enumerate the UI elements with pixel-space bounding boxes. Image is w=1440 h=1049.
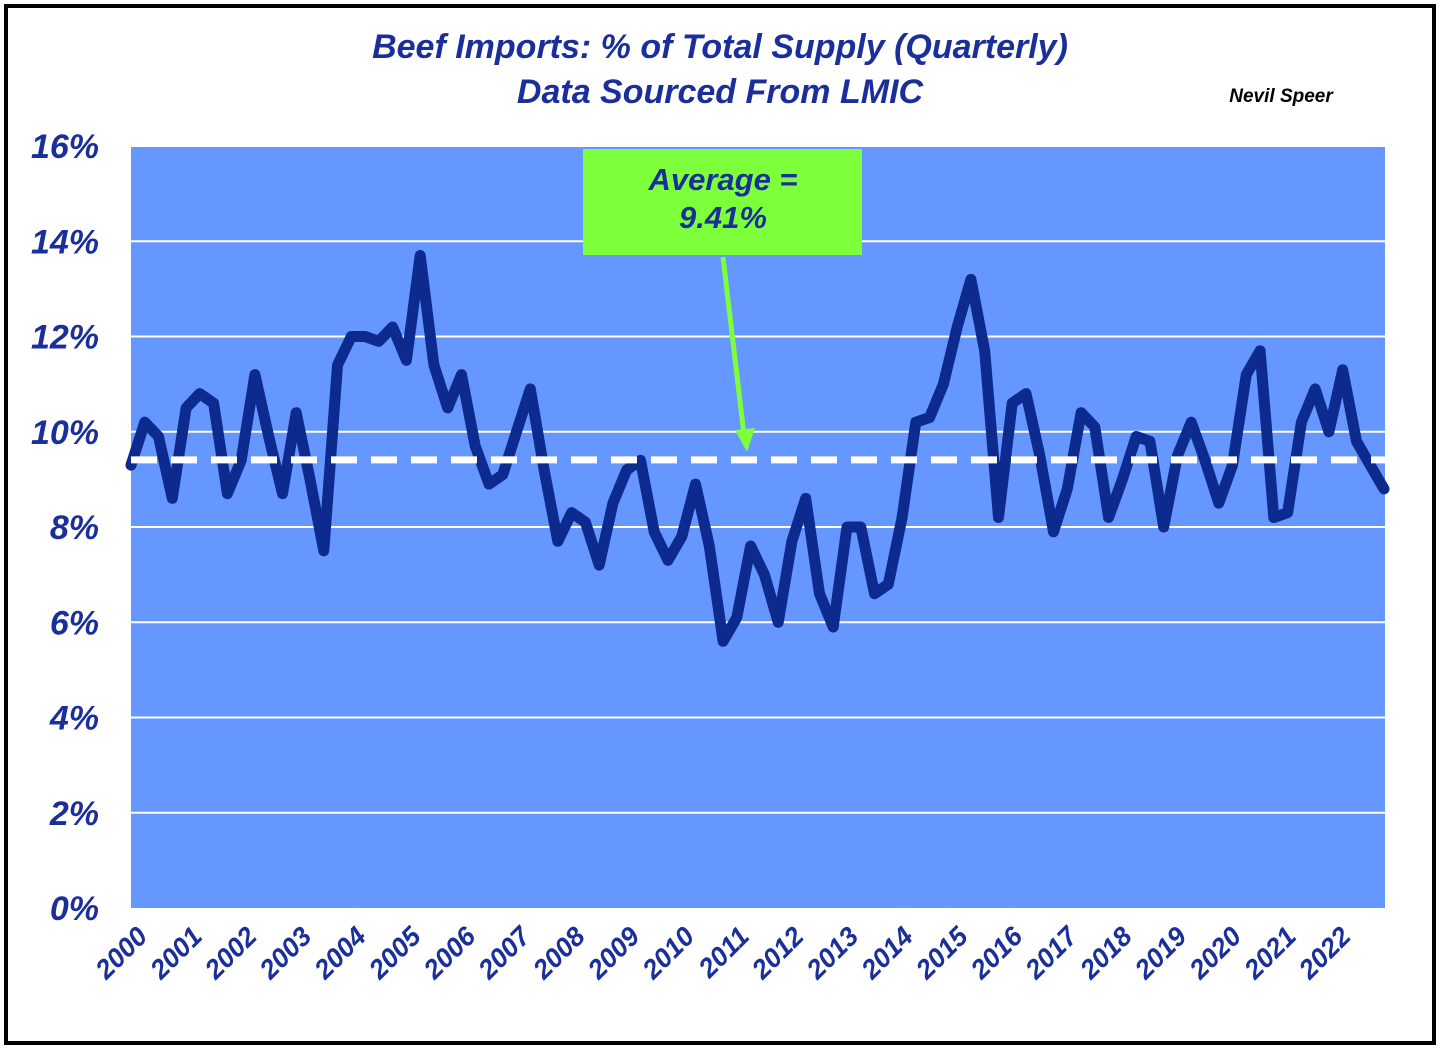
y-axis-ticks: 0% 2% 4% 6% 8% 10% 12% 14% 16% [31, 128, 99, 928]
y-tick-label: 8% [50, 509, 99, 547]
x-tick-label: 2002 [198, 921, 262, 985]
y-tick-label: 16% [31, 128, 99, 166]
x-tick-label: 2019 [1128, 921, 1192, 985]
chart-credit: Nevil Speer [1229, 86, 1334, 107]
x-tick-label: 2006 [417, 920, 482, 985]
x-tick-label: 2005 [362, 920, 427, 985]
annotation-line2: 9.41% [679, 200, 767, 235]
x-tick-label: 2021 [1238, 921, 1302, 985]
x-tick-label: 2014 [855, 921, 919, 985]
chart-subtitle: Data Sourced From LMIC [517, 73, 924, 111]
x-tick-label: 2004 [308, 921, 372, 985]
annotation-box [583, 149, 862, 255]
x-tick-label: 2010 [636, 921, 700, 985]
x-tick-label: 2022 [1292, 921, 1356, 985]
x-tick-label: 2008 [526, 921, 590, 985]
x-tick-label: 2007 [472, 920, 538, 986]
x-axis-ticks: 2000200120022003200420052006200720082009… [89, 920, 1357, 986]
y-tick-label: 14% [31, 223, 99, 261]
average-annotation: Average = 9.41% [583, 149, 862, 452]
annotation-arrow [720, 256, 747, 436]
x-tick-label: 2009 [581, 921, 645, 985]
x-tick-label: 2016 [964, 920, 1029, 985]
x-tick-label: 2001 [144, 921, 208, 985]
chart-title: Beef Imports: % of Total Supply (Quarter… [372, 28, 1068, 66]
x-tick-label: 2020 [1183, 921, 1247, 985]
y-tick-label: 6% [50, 604, 99, 642]
y-tick-label: 12% [31, 319, 99, 357]
y-tick-label: 4% [49, 700, 99, 738]
x-tick-label: 2011 [692, 921, 755, 984]
x-tick-label: 2018 [1073, 921, 1137, 985]
series-line-imports [125, 250, 1390, 647]
x-tick-label: 2000 [89, 921, 153, 985]
annotation-line1: Average = [647, 162, 797, 197]
y-tick-label: 10% [31, 414, 99, 452]
x-tick-label: 2003 [253, 921, 317, 985]
x-tick-label: 2017 [1019, 920, 1085, 986]
x-tick-label: 2015 [909, 920, 974, 985]
annotation-arrow-head [735, 428, 755, 452]
x-tick-label: 2013 [800, 921, 864, 985]
x-tick-label: 2012 [745, 921, 809, 985]
y-tick-label: 0% [50, 890, 99, 928]
y-tick-label: 2% [49, 795, 99, 833]
